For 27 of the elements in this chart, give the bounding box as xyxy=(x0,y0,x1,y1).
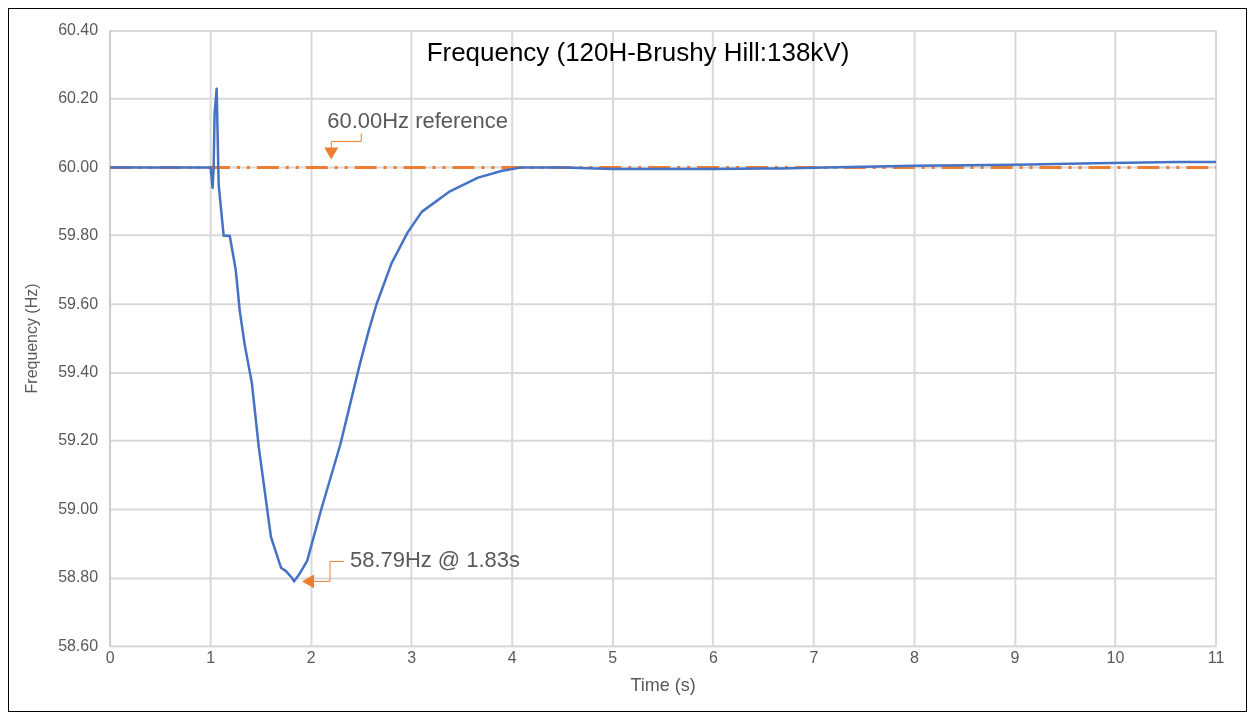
x-tick-label: 3 xyxy=(407,649,417,667)
chart-title: Frequency (120H-Brushy Hill:138kV) xyxy=(426,38,850,67)
x-tick-label: 8 xyxy=(909,649,919,667)
x-tick-label: 2 xyxy=(306,649,316,667)
y-tick-label: 58.60 xyxy=(58,636,99,654)
y-tick-label: 59.00 xyxy=(58,499,99,517)
y-tick-label: 60.20 xyxy=(58,89,99,107)
y-axis-title: Frequency (Hz) xyxy=(22,283,40,394)
x-tick-label: 4 xyxy=(507,649,517,667)
x-axis-title: Time (s) xyxy=(630,675,696,696)
annotation: 58.79Hz @ 1.83s xyxy=(349,547,520,573)
y-tick-label: 59.20 xyxy=(58,431,99,449)
x-tick-label: 1 xyxy=(206,649,216,667)
y-tick-label: 60.00 xyxy=(58,157,99,175)
y-tick-label: 58.80 xyxy=(58,568,99,586)
x-tick-label: 10 xyxy=(1106,649,1125,667)
x-tick-label: 5 xyxy=(608,649,618,667)
y-tick-label: 59.80 xyxy=(58,226,99,244)
x-tick-label: 9 xyxy=(1010,649,1020,667)
y-tick-label: 59.60 xyxy=(58,294,99,312)
x-tick-label: 7 xyxy=(809,649,819,667)
y-tick-label: 59.40 xyxy=(58,363,99,381)
ref-line-label: 60.00Hz reference xyxy=(327,107,508,133)
x-tick-label: 6 xyxy=(708,649,718,667)
x-tick-label: 0 xyxy=(105,649,115,667)
x-tick-label: 11 xyxy=(1207,649,1225,667)
y-tick-label: 60.40 xyxy=(58,20,99,38)
